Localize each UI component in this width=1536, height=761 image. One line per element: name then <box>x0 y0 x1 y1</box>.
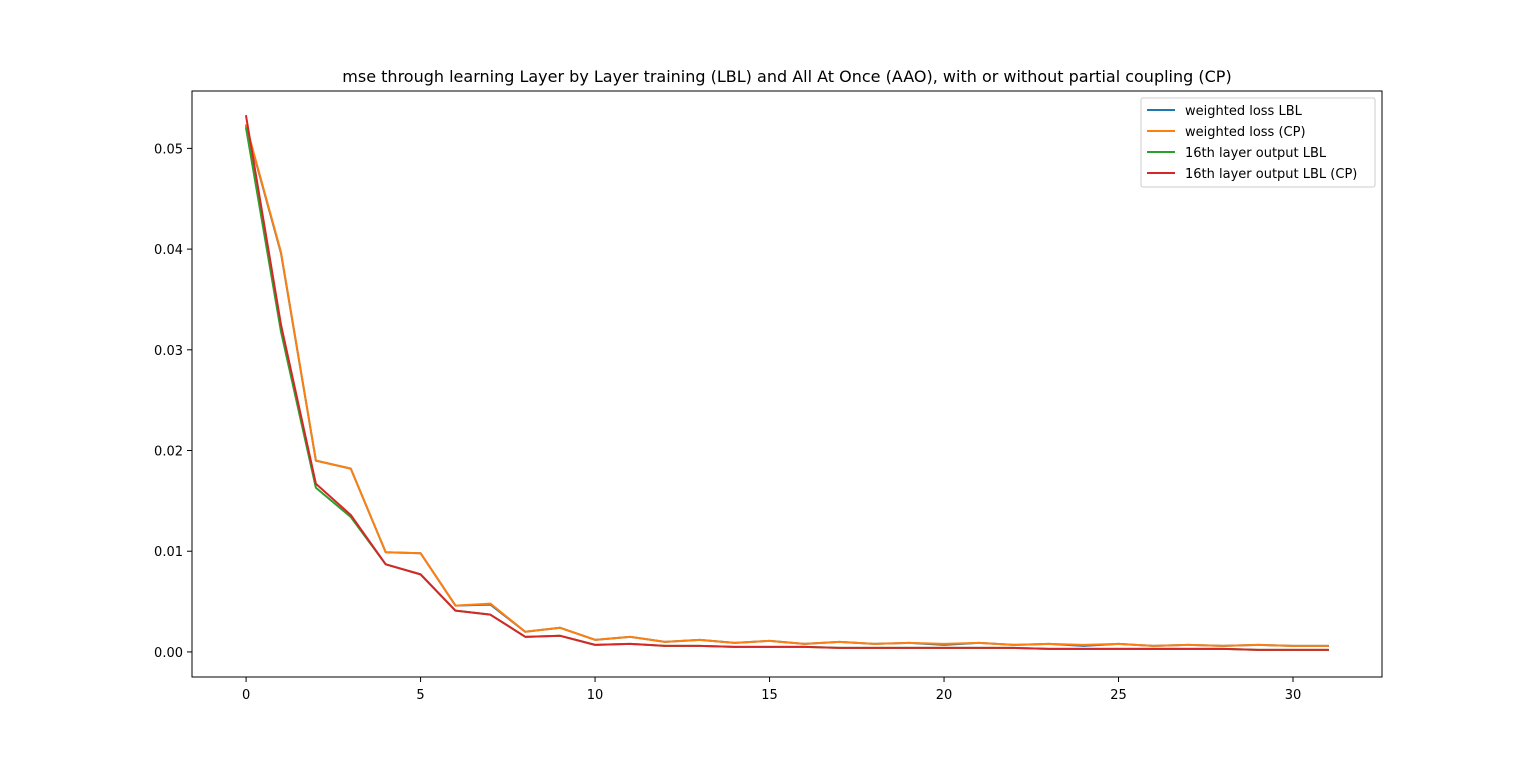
y-tick-label: 0.03 <box>154 344 183 359</box>
series-layer <box>244 115 1329 651</box>
chart-title: mse through learning Layer by Layer trai… <box>342 67 1231 86</box>
y-tick-label: 0.05 <box>154 142 183 157</box>
y-tick-label: 0.00 <box>154 646 183 661</box>
x-tick-label: 20 <box>936 688 953 703</box>
x-tick-label: 25 <box>1110 688 1127 703</box>
y-tick-label: 0.01 <box>154 545 183 560</box>
axes-layer: 0 5 10 15 20 25 30 0.00 0.01 0.02 0.03 0.04 0.05 <box>154 90 1383 703</box>
legend-label: 16th layer output LBL (CP) <box>1185 167 1357 182</box>
legend-label: weighted loss (CP) <box>1185 125 1306 140</box>
x-tick-label: 15 <box>761 688 778 703</box>
legend-label: 16th layer output LBL <box>1185 146 1327 161</box>
x-tick-label: 5 <box>416 688 424 703</box>
series-line-2 <box>244 124 1329 647</box>
legend-label: weighted loss LBL <box>1185 104 1303 119</box>
series-line-1 <box>244 125 1329 647</box>
series-line-4 <box>244 115 1329 651</box>
y-tick-label: 0.04 <box>154 243 183 258</box>
legend: weighted loss LBL weighted loss (CP) 16th … <box>1140 97 1376 188</box>
legend-box <box>1140 97 1376 188</box>
y-tick-label: 0.02 <box>154 445 183 460</box>
x-tick-label: 30 <box>1285 688 1302 703</box>
plot-frame <box>191 90 1383 678</box>
x-tick-label: 10 <box>587 688 604 703</box>
x-tick-label: 0 <box>242 688 250 703</box>
